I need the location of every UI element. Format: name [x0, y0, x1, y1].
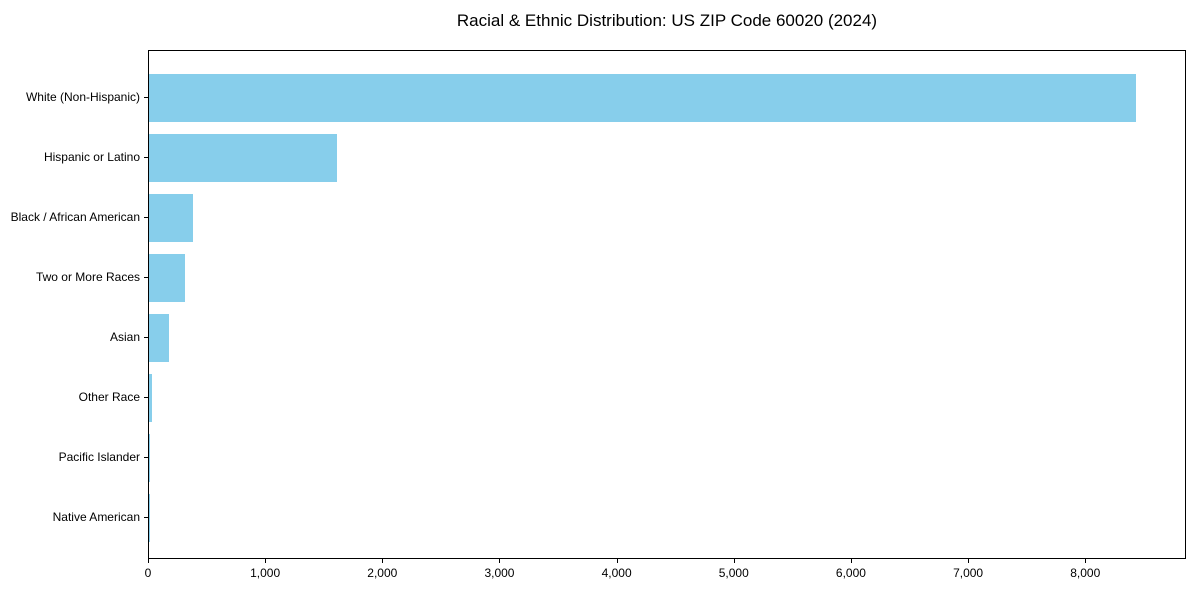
bar-pacific-islander — [149, 434, 150, 482]
bar-other-race — [149, 374, 153, 422]
x-tick-label: 3,000 — [484, 566, 515, 580]
chart-title: Racial & Ethnic Distribution: US ZIP Cod… — [456, 11, 878, 30]
x-tick-label: 0 — [144, 566, 152, 580]
y-tick-mark — [144, 337, 148, 338]
bar-asian — [149, 314, 170, 362]
x-tick-label: 6,000 — [835, 566, 866, 580]
y-tick-mark — [144, 397, 148, 398]
x-tick-mark — [499, 559, 501, 563]
x-tick-mark — [968, 559, 970, 563]
x-tick-label: 5,000 — [718, 566, 749, 580]
y-tick-label: White (Non-Hispanic) — [25, 90, 140, 104]
bar-white-non-hispanic — [149, 74, 1137, 122]
y-tick-label: Hispanic or Latino — [43, 150, 140, 164]
x-tick-mark — [616, 559, 618, 563]
y-tick-mark — [144, 457, 148, 458]
x-tick-mark — [850, 559, 852, 563]
bar-hispanic-or-latino — [149, 134, 338, 182]
x-tick-mark — [265, 559, 267, 563]
x-tick-label: 4,000 — [601, 566, 632, 580]
x-tick-mark — [733, 559, 735, 563]
y-tick-label: Asian — [109, 330, 140, 344]
y-tick-label: Black / African American — [10, 210, 140, 224]
x-tick-label: 7,000 — [953, 566, 984, 580]
bar-black-african-american — [149, 194, 194, 242]
x-tick-label: 2,000 — [367, 566, 398, 580]
plot-area — [148, 50, 1186, 559]
x-tick-label: 8,000 — [1070, 566, 1101, 580]
y-tick-mark — [144, 517, 148, 518]
y-tick-label: Pacific Islander — [58, 450, 140, 464]
x-tick-mark — [1085, 559, 1087, 563]
y-tick-label: Native American — [52, 510, 140, 524]
y-tick-label: Other Race — [78, 390, 140, 404]
bar-two-or-more-races — [149, 254, 186, 302]
y-tick-mark — [144, 157, 148, 158]
x-tick-mark — [148, 559, 149, 563]
y-tick-mark — [144, 217, 148, 218]
x-tick-mark — [382, 559, 384, 563]
y-tick-mark — [144, 277, 148, 278]
y-tick-mark — [144, 97, 148, 98]
x-tick-label: 1,000 — [250, 566, 281, 580]
y-tick-label: Two or More Races — [35, 270, 140, 284]
